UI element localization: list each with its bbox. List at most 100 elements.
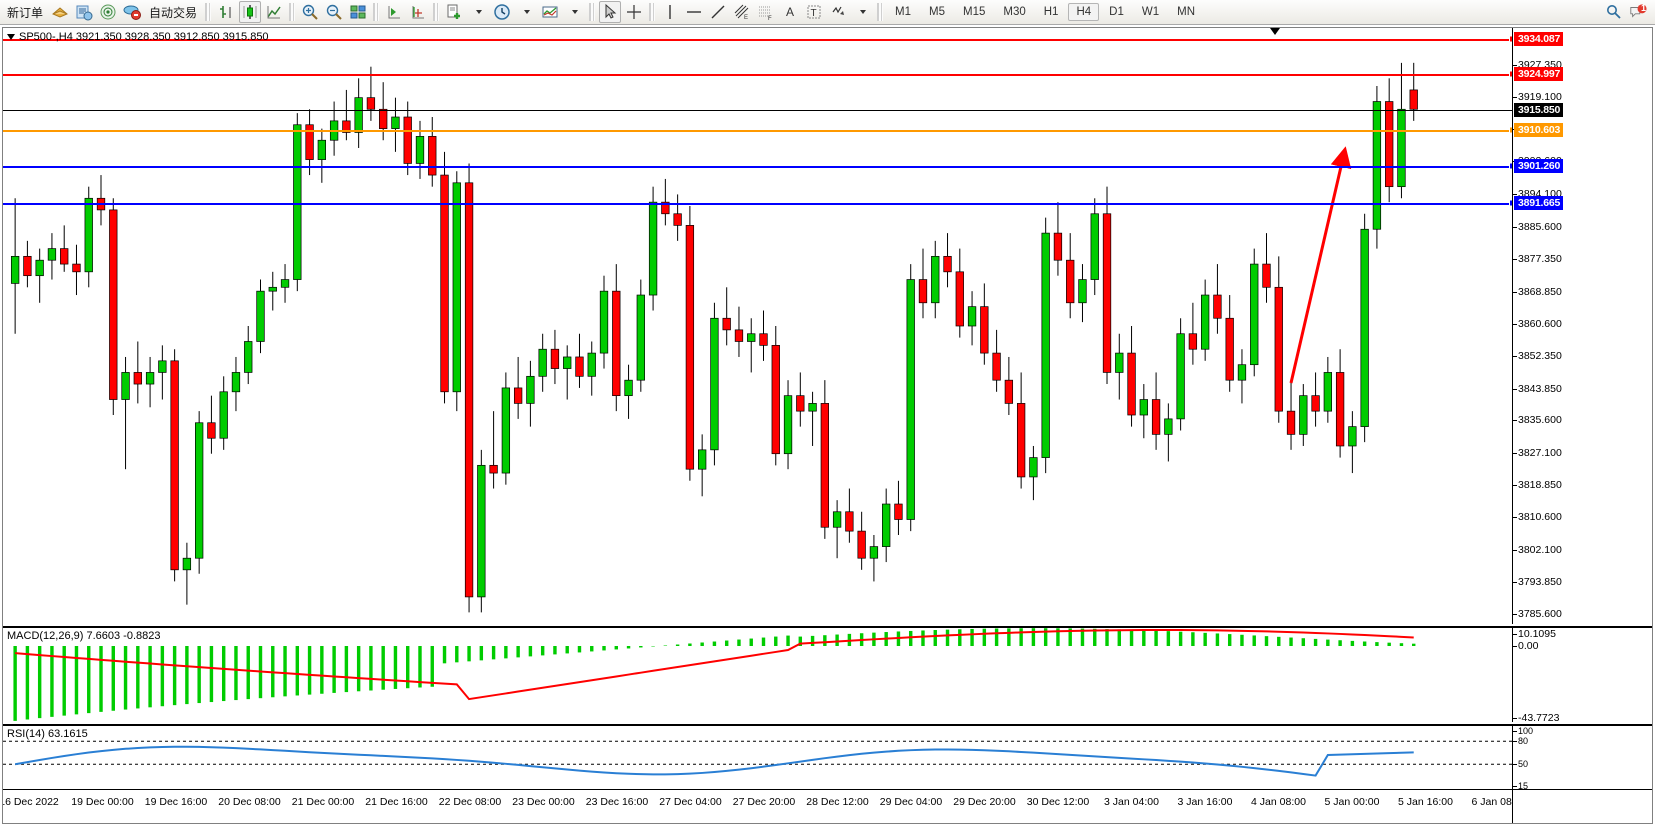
svg-text:F: F <box>768 16 772 21</box>
level-handle-support-lower[interactable] <box>1509 199 1512 207</box>
equidistant-channel-icon[interactable]: E <box>731 1 753 23</box>
rsi-tick: 80 <box>1512 736 1529 747</box>
level-line-support-upper[interactable] <box>3 166 1512 169</box>
search-icon[interactable] <box>1603 1 1625 23</box>
level-line-pivot[interactable] <box>3 130 1512 133</box>
macd-tick: 0.00 <box>1512 640 1539 652</box>
timeframe-mn[interactable]: MN <box>1177 6 1195 18</box>
svg-text:T: T <box>811 8 817 19</box>
chart-header: SP500-,H4 3921.350 3928.350 3912.850 391… <box>7 31 269 43</box>
candlestick-chart-icon[interactable] <box>239 1 262 23</box>
candlestick-series <box>10 62 1418 613</box>
toolbar-separator <box>589 3 596 21</box>
macd-tick: 10.1095 <box>1513 628 1556 640</box>
level-line-resistance-upper[interactable] <box>3 39 1512 42</box>
radar-icon[interactable] <box>97 1 119 23</box>
price-axis[interactable]: 3927.3503919.1003910.8503902.6003894.100… <box>1512 28 1652 624</box>
chart-dropdown-icon[interactable] <box>7 34 15 41</box>
hline-icon[interactable] <box>683 1 705 23</box>
rsi-tick: 100 <box>1512 726 1534 736</box>
time-tick-label: 22 Dec 08:00 <box>438 796 502 808</box>
time-tick-label: 5 Jan 16:00 <box>1398 796 1453 808</box>
autotrading-icon[interactable] <box>121 1 143 23</box>
price-tick: 3827.100 <box>1513 447 1562 460</box>
timeframe-w1[interactable]: W1 <box>1141 6 1160 18</box>
price-tick: 3835.600 <box>1513 414 1562 427</box>
add-indicator-dropdown[interactable] <box>467 1 489 23</box>
publish-icon[interactable] <box>49 1 71 23</box>
zoom-in-icon[interactable] <box>299 1 321 23</box>
macd-pane[interactable]: 10.1095 0.00 -43.7723 MACD(12,26,9) 7.6603… <box>3 626 1652 724</box>
time-axis[interactable]: 16 Dec 2022 19 Dec 00:00 19 Dec 16:00 20 De… <box>3 789 1652 823</box>
scroll-end-icon[interactable] <box>407 1 429 23</box>
alerts-badge: 1 <box>1640 3 1646 13</box>
cursor-icon[interactable] <box>599 1 622 23</box>
time-tick-label: 20 Dec 08:00 <box>218 796 281 808</box>
main-toolbar: 新订单 自动交易 <box>0 0 1655 25</box>
toolbar-separator <box>289 3 296 21</box>
macd-tick: -43.7723 <box>1512 712 1560 724</box>
timeframe-h4[interactable]: H4 <box>1068 3 1100 21</box>
period-clock-icon[interactable] <box>491 1 513 23</box>
time-tick-label: 6 Jan 08:00 <box>1471 796 1512 808</box>
objects-icon[interactable] <box>827 1 849 23</box>
level-handle-support-upper[interactable] <box>1509 162 1512 170</box>
price-label-pivot[interactable]: 3910.603 <box>1514 123 1564 138</box>
chevron-down-icon <box>524 10 531 14</box>
level-handle-pivot[interactable] <box>1509 126 1512 134</box>
text-label-icon[interactable]: T <box>803 1 825 23</box>
price-label-support-lower[interactable]: 3891.665 <box>1514 196 1564 211</box>
current-bar-marker <box>1270 28 1280 35</box>
level-line-last-price[interactable] <box>3 109 1512 111</box>
timeframe-h1[interactable]: H1 <box>1043 6 1059 18</box>
timeframe-m30[interactable]: M30 <box>1003 6 1026 18</box>
add-indicator-icon[interactable] <box>443 1 465 23</box>
chart-window[interactable]: 3927.3503919.1003910.8503902.6003894.100… <box>0 25 1655 826</box>
chevron-down-icon <box>476 10 483 14</box>
timeframe-m1[interactable]: M1 <box>895 6 912 18</box>
new-order-label: 新订单 <box>7 5 44 20</box>
templates-dropdown[interactable] <box>563 1 585 23</box>
price-tick: 3818.850 <box>1513 479 1562 492</box>
timeframe-m15[interactable]: M15 <box>963 6 986 18</box>
timeframe-d1[interactable]: D1 <box>1109 6 1124 18</box>
rsi-pane[interactable]: 100 80 50 15 RSI(14) 63.1615 <box>3 724 1652 791</box>
rsi-header: RSI(14) 63.1615 <box>7 728 88 740</box>
tile-windows-icon[interactable] <box>347 1 369 23</box>
macd-axis: 10.1095 0.00 -43.7723 <box>1512 628 1652 724</box>
crosshair-icon[interactable] <box>623 1 645 23</box>
price-label-resistance-lower[interactable]: 3924.997 <box>1514 67 1564 82</box>
alerts-icon[interactable]: 1 <box>1627 1 1649 23</box>
objects-dropdown[interactable] <box>851 1 873 23</box>
line-chart-icon[interactable] <box>263 1 285 23</box>
price-label-support-upper[interactable]: 3901.260 <box>1514 159 1564 174</box>
scroll-start-icon[interactable] <box>383 1 405 23</box>
time-tick-label: 19 Dec 16:00 <box>144 796 208 808</box>
time-tick-label: 21 Dec 00:00 <box>291 796 355 808</box>
price-pane[interactable]: 3927.3503919.1003910.8503902.6003894.100… <box>3 28 1652 624</box>
bar-chart-icon[interactable] <box>215 1 237 23</box>
fibonacci-icon[interactable]: F <box>755 1 777 23</box>
zoom-out-icon[interactable] <box>323 1 345 23</box>
text-icon[interactable]: A <box>779 1 801 23</box>
signals-icon[interactable] <box>73 1 95 23</box>
new-order-button[interactable]: 新订单 <box>3 1 47 23</box>
period-dropdown[interactable] <box>515 1 537 23</box>
vline-icon[interactable] <box>659 1 681 23</box>
level-line-support-lower[interactable] <box>3 203 1512 206</box>
time-tick-label: 30 Dec 12:00 <box>1026 796 1090 808</box>
price-tick: 3810.600 <box>1513 511 1562 524</box>
templates-icon[interactable] <box>539 1 561 23</box>
price-label-last-price[interactable]: 3915.850 <box>1514 102 1564 117</box>
trendline-icon[interactable] <box>707 1 729 23</box>
timeframe-m5[interactable]: M5 <box>929 6 945 18</box>
level-line-resistance-lower[interactable] <box>3 74 1512 77</box>
price-plot-area[interactable] <box>3 28 1512 624</box>
time-axis-corner <box>1512 790 1652 823</box>
price-label-resistance-upper[interactable]: 3934.087 <box>1514 32 1564 47</box>
autotrading-button[interactable]: 自动交易 <box>145 1 201 23</box>
chart-header-text: SP500-,H4 3921.350 3928.350 3912.850 391… <box>19 31 269 43</box>
chart-frame: 3927.3503919.1003910.8503902.6003894.100… <box>2 27 1653 824</box>
level-handle-resistance-upper[interactable] <box>1509 35 1512 43</box>
level-handle-resistance-lower[interactable] <box>1509 70 1512 78</box>
